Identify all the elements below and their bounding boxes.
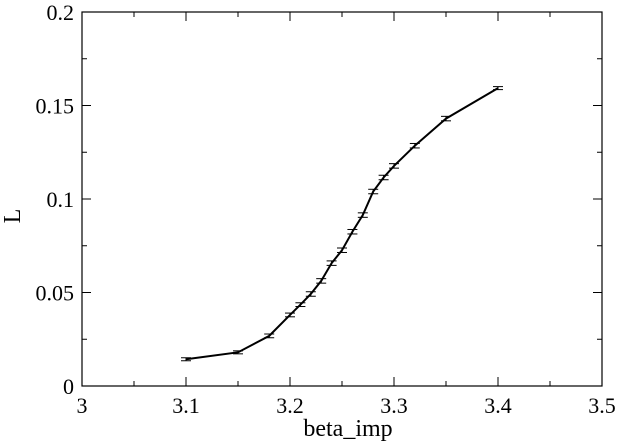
x-tick-label: 3.1 xyxy=(172,393,200,418)
x-tick-label: 3 xyxy=(77,393,88,418)
series-line xyxy=(185,87,499,361)
plot-frame xyxy=(81,11,603,387)
data-point xyxy=(285,312,295,318)
data-point xyxy=(264,333,275,339)
data-series xyxy=(181,86,503,362)
data-point xyxy=(378,174,389,181)
y-tick-label: 0 xyxy=(63,374,74,399)
data-point xyxy=(181,357,191,362)
data-point xyxy=(368,188,379,195)
data-point xyxy=(357,212,368,218)
y-tick-label: 0.2 xyxy=(47,0,75,25)
y-tick-label: 0.05 xyxy=(36,281,75,306)
data-point xyxy=(305,291,316,297)
data-point xyxy=(233,350,243,355)
data-point xyxy=(316,278,327,284)
x-tick-label: 3.3 xyxy=(380,393,408,418)
data-point xyxy=(337,247,347,253)
x-tick-label: 3.5 xyxy=(588,393,616,418)
data-point xyxy=(441,115,451,122)
x-tick-label: 3.4 xyxy=(484,393,512,418)
x-tick-label: 3.2 xyxy=(276,393,304,418)
data-point xyxy=(295,302,306,308)
data-point xyxy=(409,142,420,149)
data-point xyxy=(347,228,358,235)
x-axis-label: beta_imp xyxy=(303,416,392,442)
y-tick-label: 0.15 xyxy=(36,94,75,119)
y-axis-label: L xyxy=(0,209,26,224)
data-point xyxy=(389,163,399,169)
y-tick-label: 0.1 xyxy=(47,187,75,212)
data-point xyxy=(493,86,503,91)
axis-labels: beta_imp L xyxy=(0,209,393,442)
data-point xyxy=(326,260,337,266)
axes: 3 3.1 3.2 3.3 3.4 3.5 0 0.05 0.1 0.15 0.2 xyxy=(36,0,616,418)
